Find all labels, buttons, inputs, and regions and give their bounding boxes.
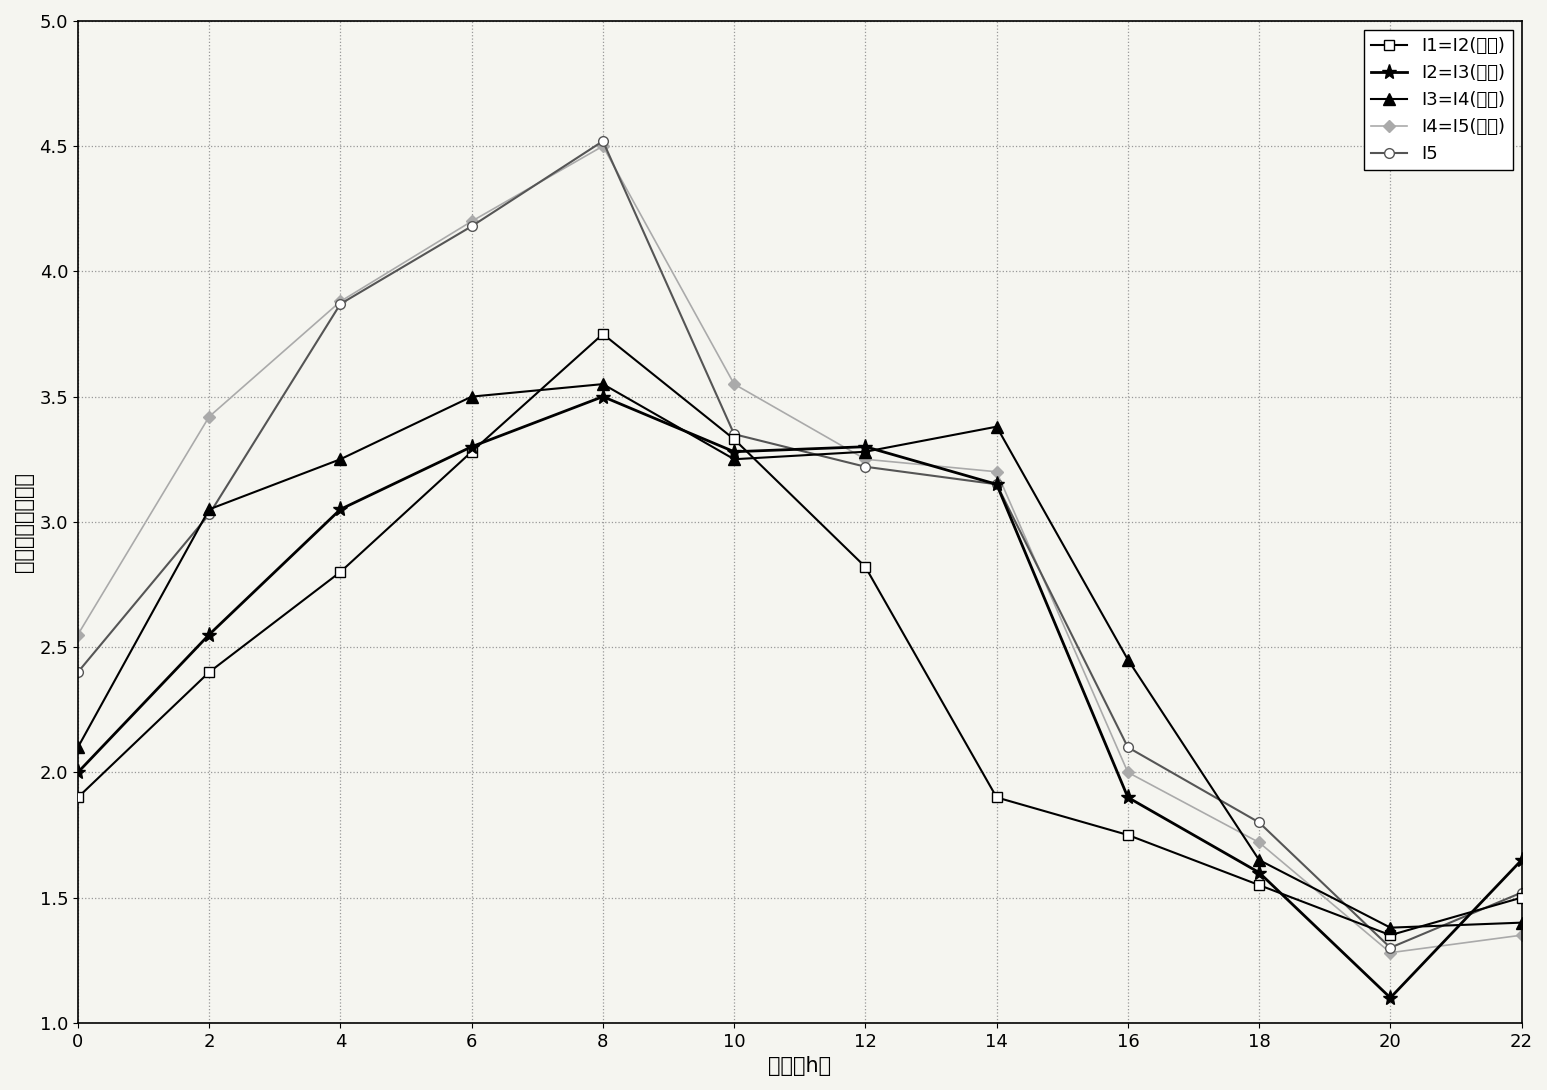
I4=I5(预测) — [200, 410, 218, 423]
I4=I5(预测) — [1250, 836, 1269, 849]
I4=I5(预测) — [855, 452, 874, 465]
I5 — [1513, 886, 1532, 899]
I5 — [1118, 741, 1137, 754]
I3=I4(预测) — [594, 377, 613, 390]
I4=I5(预测) — [68, 628, 87, 641]
I4=I5(预测) — [1118, 766, 1137, 779]
I3=I4(预测) — [68, 741, 87, 754]
I5 — [68, 666, 87, 679]
X-axis label: 时间（h）: 时间（h） — [769, 1056, 831, 1076]
Y-axis label: 电离层延迟（米）: 电离层延迟（米） — [14, 472, 34, 572]
I3=I4(预测) — [855, 445, 874, 458]
I2=I3(预测) — [200, 628, 218, 641]
I4=I5(预测) — [1381, 946, 1400, 959]
I5 — [1250, 816, 1269, 829]
Line: I3=I4(预测): I3=I4(预测) — [73, 378, 1527, 933]
I4=I5(预测) — [987, 465, 1006, 479]
I3=I4(预测) — [463, 390, 481, 403]
Line: I4=I5(预测): I4=I5(预测) — [74, 142, 1525, 957]
I1=I2(预测) — [1250, 879, 1269, 892]
I5 — [331, 298, 350, 311]
I1=I2(预测) — [1513, 891, 1532, 904]
I2=I3(预测) — [463, 440, 481, 453]
I5 — [594, 134, 613, 147]
I2=I3(预测) — [68, 766, 87, 779]
I1=I2(预测) — [726, 433, 744, 446]
I1=I2(预测) — [855, 560, 874, 573]
Legend: I1=I2(预测), I2=I3(预测), I3=I4(预测), I4=I5(预测), I5: I1=I2(预测), I2=I3(预测), I3=I4(预测), I4=I5(预… — [1363, 29, 1513, 170]
I5 — [726, 427, 744, 440]
Line: I5: I5 — [73, 136, 1527, 953]
I2=I3(预测) — [331, 502, 350, 516]
I1=I2(预测) — [68, 791, 87, 804]
I5 — [1381, 941, 1400, 954]
I2=I3(预测) — [594, 390, 613, 403]
I3=I4(预测) — [331, 452, 350, 465]
I3=I4(预测) — [726, 452, 744, 465]
I4=I5(预测) — [1513, 929, 1532, 942]
I2=I3(预测) — [987, 477, 1006, 490]
I2=I3(预测) — [1118, 791, 1137, 804]
Line: I1=I2(预测): I1=I2(预测) — [73, 329, 1527, 940]
I3=I4(预测) — [1513, 916, 1532, 929]
I3=I4(预测) — [1118, 653, 1137, 666]
I4=I5(预测) — [331, 295, 350, 308]
I4=I5(预测) — [463, 215, 481, 228]
I3=I4(预测) — [1381, 921, 1400, 934]
I5 — [463, 220, 481, 233]
I1=I2(预测) — [987, 791, 1006, 804]
I1=I2(预测) — [200, 666, 218, 679]
I2=I3(预测) — [1250, 865, 1269, 879]
Line: I2=I3(预测): I2=I3(预测) — [70, 389, 1530, 1005]
I1=I2(预测) — [1381, 929, 1400, 942]
I2=I3(预测) — [1381, 991, 1400, 1004]
I3=I4(预测) — [200, 502, 218, 516]
I2=I3(预测) — [1513, 853, 1532, 867]
I2=I3(预测) — [855, 440, 874, 453]
I1=I2(预测) — [331, 566, 350, 579]
I4=I5(预测) — [594, 140, 613, 153]
I1=I2(预测) — [463, 445, 481, 458]
I5 — [987, 477, 1006, 490]
I3=I4(预测) — [1250, 853, 1269, 867]
I5 — [855, 460, 874, 473]
I4=I5(预测) — [726, 377, 744, 390]
I2=I3(预测) — [726, 445, 744, 458]
I1=I2(预测) — [1118, 828, 1137, 841]
I5 — [200, 508, 218, 521]
I3=I4(预测) — [987, 420, 1006, 433]
I1=I2(预测) — [594, 327, 613, 340]
